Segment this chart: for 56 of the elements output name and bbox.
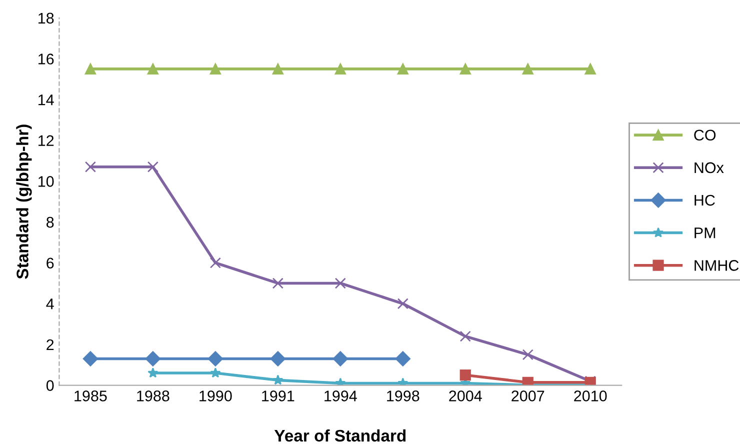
point bbox=[148, 367, 158, 378]
point bbox=[84, 161, 96, 172]
point bbox=[522, 349, 534, 360]
x-tick-label: 1985 bbox=[74, 390, 107, 402]
y-tick-label: 4 bbox=[46, 298, 54, 310]
point bbox=[147, 161, 158, 172]
point bbox=[84, 63, 96, 74]
y-tick-label: 2 bbox=[46, 339, 54, 350]
x-tick-label: 1988 bbox=[137, 390, 170, 402]
point bbox=[398, 378, 408, 386]
point bbox=[460, 330, 471, 342]
point bbox=[210, 63, 221, 74]
point bbox=[334, 278, 346, 289]
point bbox=[332, 351, 348, 366]
point bbox=[460, 63, 471, 74]
legend-label: NOx bbox=[694, 162, 724, 174]
y-tick-label: 10 bbox=[38, 176, 54, 187]
point bbox=[335, 378, 346, 386]
point bbox=[395, 351, 410, 366]
y-tick-label: 6 bbox=[46, 258, 54, 269]
x-tick-label: 1994 bbox=[324, 390, 357, 402]
point bbox=[460, 370, 471, 381]
point bbox=[82, 351, 98, 366]
x-tick-label: 2010 bbox=[574, 390, 607, 402]
point bbox=[334, 63, 346, 74]
y-tick-label: 0 bbox=[46, 380, 54, 391]
x-tick-label: 1991 bbox=[262, 390, 294, 402]
point bbox=[397, 63, 408, 74]
x-tick-label: 1998 bbox=[387, 390, 420, 402]
y-tick-label: 18 bbox=[38, 12, 54, 24]
legend-label: NMHC bbox=[694, 260, 739, 271]
y-tick-label: 14 bbox=[38, 94, 54, 106]
x-tick-label: 2007 bbox=[512, 390, 544, 402]
point bbox=[272, 63, 284, 74]
point bbox=[210, 367, 221, 378]
legend-label: CO bbox=[694, 130, 716, 141]
y-tick-label: 8 bbox=[46, 216, 54, 228]
point bbox=[210, 257, 221, 268]
point bbox=[584, 63, 596, 74]
point bbox=[272, 278, 284, 289]
y-tick-label: 16 bbox=[38, 54, 54, 64]
point bbox=[208, 351, 223, 366]
legend-label: PM bbox=[694, 228, 716, 238]
point bbox=[397, 298, 408, 310]
point bbox=[522, 63, 534, 74]
point bbox=[270, 351, 286, 366]
y-tick-label: 12 bbox=[38, 135, 54, 146]
x-tick-label: 2004 bbox=[449, 390, 482, 402]
point bbox=[272, 374, 284, 385]
y-axis-title: Standard (g/bhp-hr) bbox=[16, 124, 32, 279]
legend-label: HC bbox=[694, 194, 715, 206]
x-tick-label: 1990 bbox=[200, 390, 232, 402]
point bbox=[522, 376, 534, 386]
point bbox=[145, 351, 161, 366]
x-axis-title: Year of Standard bbox=[274, 429, 406, 442]
point bbox=[147, 63, 158, 74]
